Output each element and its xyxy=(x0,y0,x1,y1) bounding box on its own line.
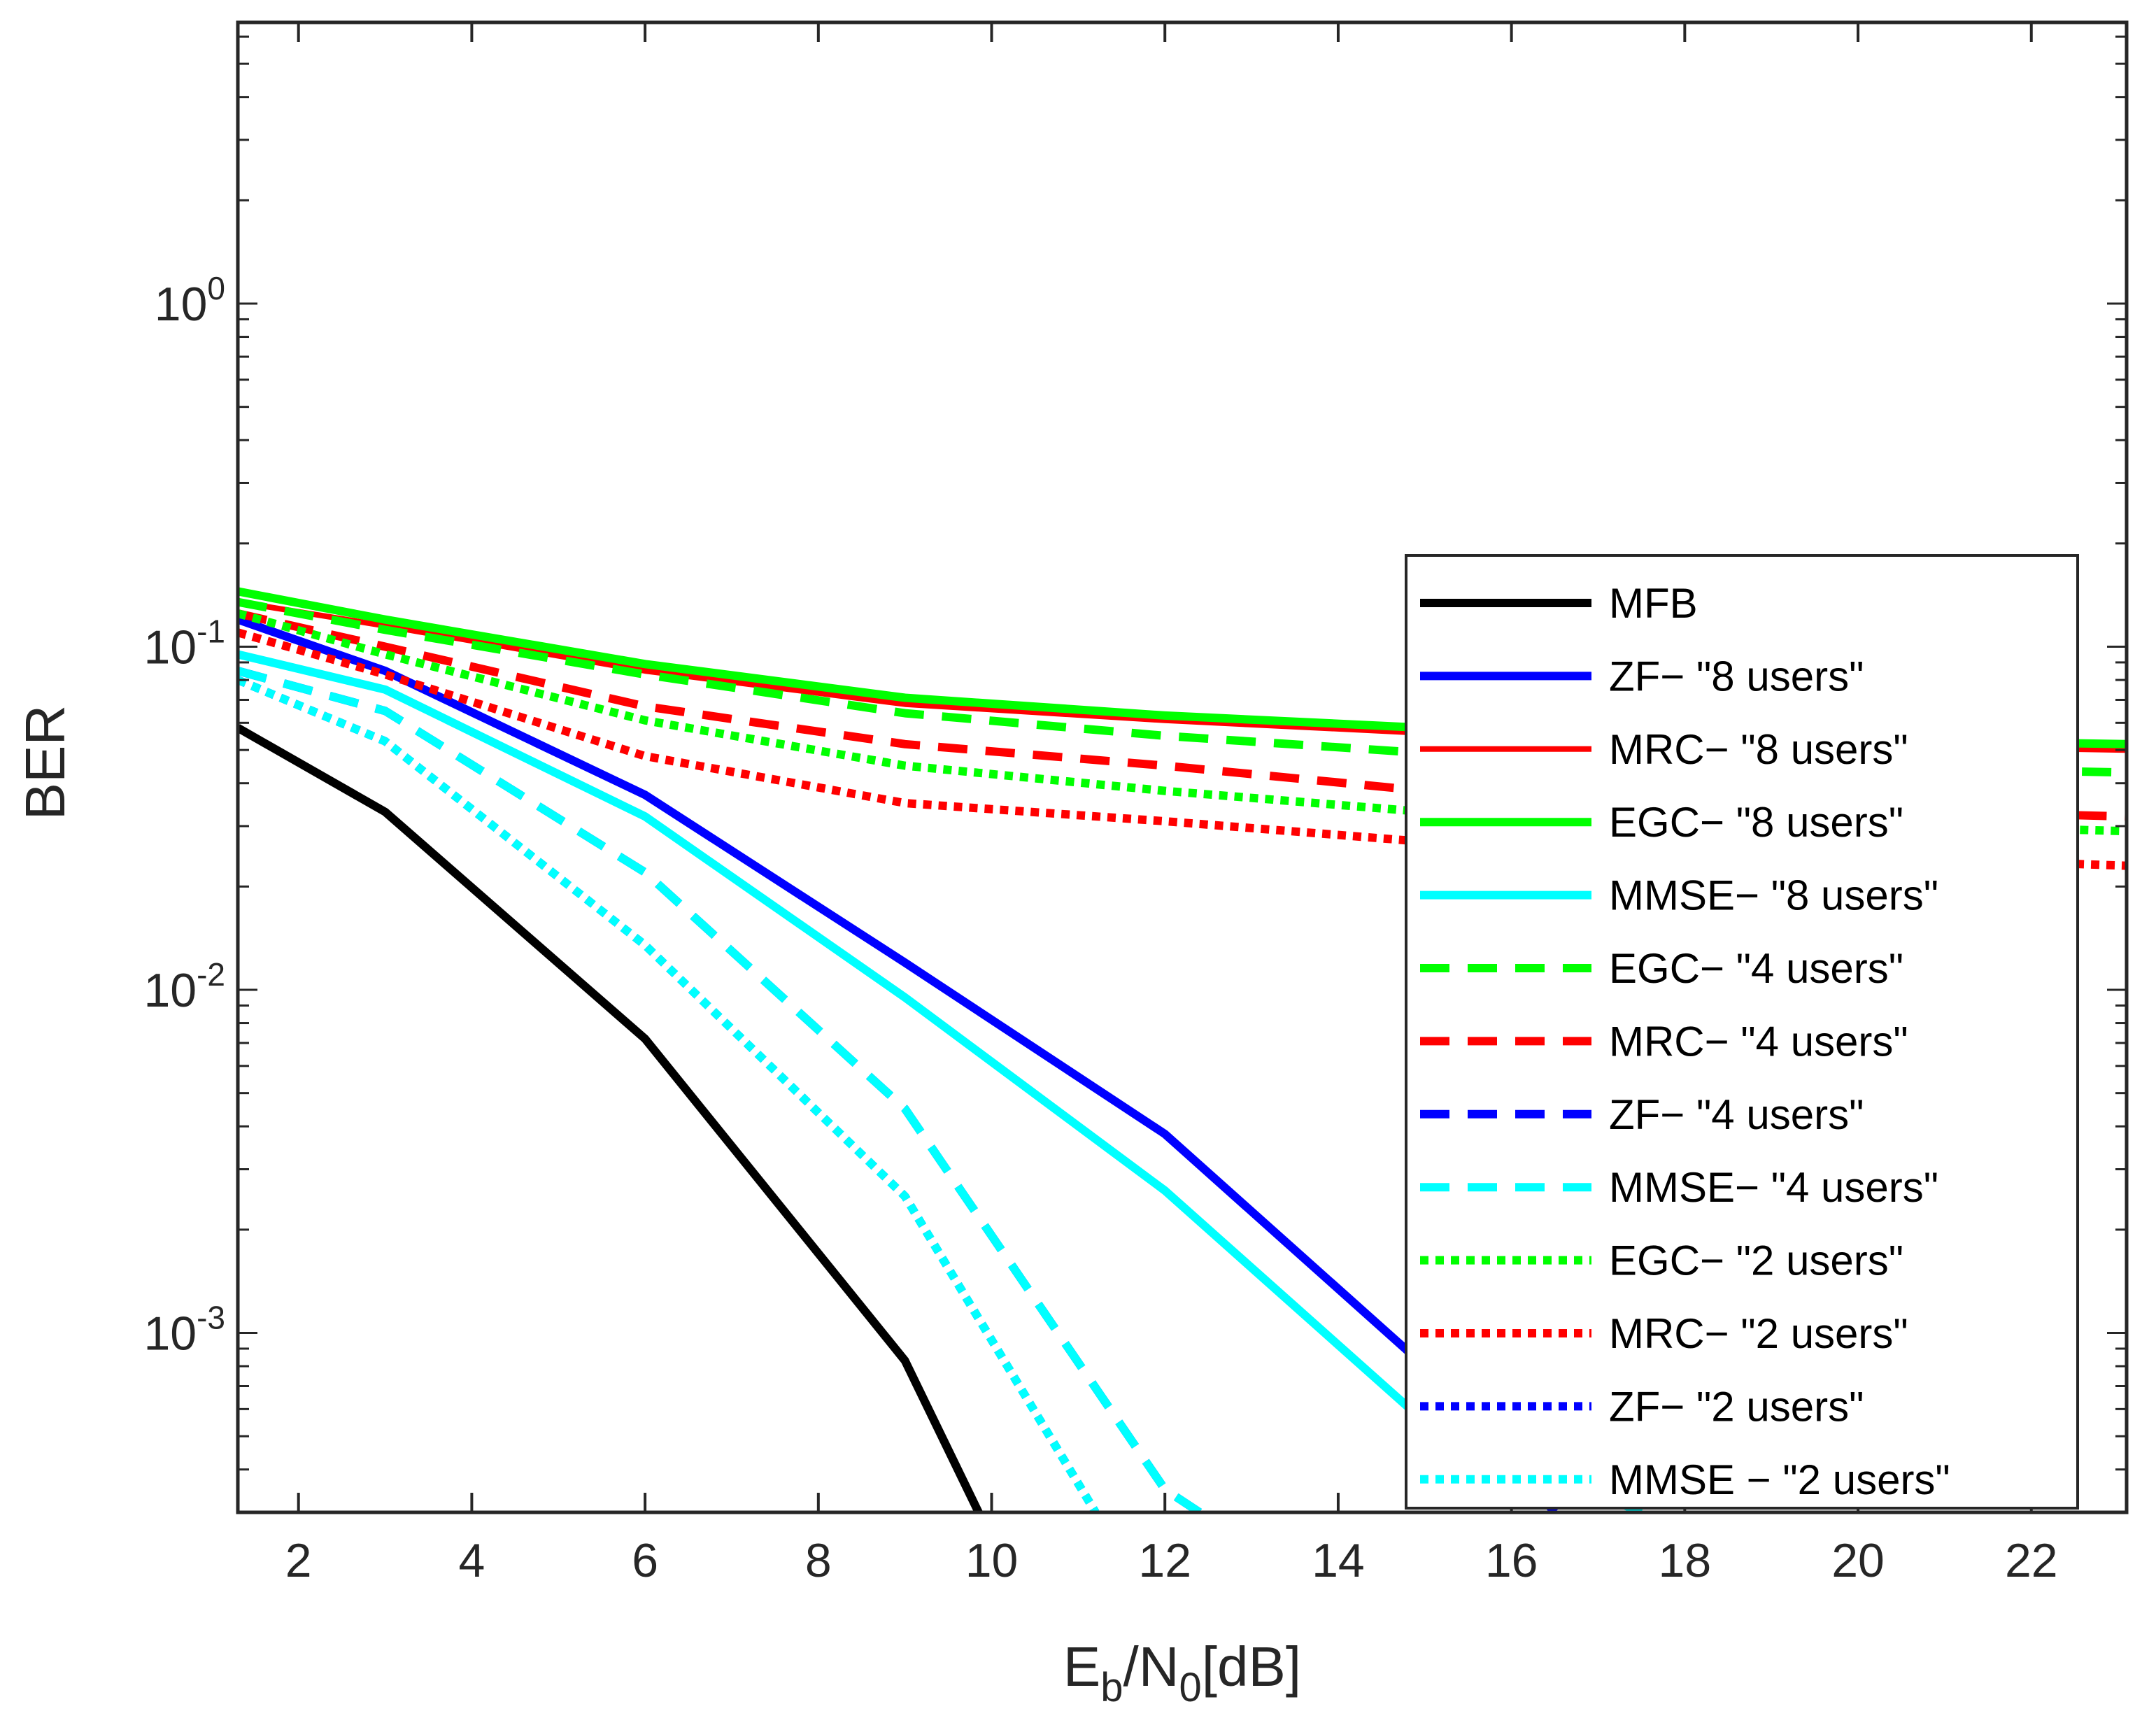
x-tick-label: 2 xyxy=(285,1534,312,1587)
tick-label-layer: 2 4 6 8 10 12 14 16 18 20 22 100 10-1 10-2 10-3 xyxy=(143,270,2057,1587)
legend-label-4: EGC− "8 users" xyxy=(1609,799,1903,846)
series-line-10 xyxy=(238,609,2127,836)
legend-label-8: ZF− "4 users" xyxy=(1609,1091,1864,1138)
x-axis-label: Eb/N0[dB] xyxy=(1063,1635,1301,1710)
legend-label-7: MRC− "4 users" xyxy=(1609,1018,1908,1065)
x-tick-label: 8 xyxy=(805,1534,832,1587)
x-tick-label: 18 xyxy=(1659,1534,1712,1587)
legend-label-6: EGC− "4 users" xyxy=(1609,945,1903,992)
x-label-sub2: 0 xyxy=(1179,1665,1202,1710)
x-label-main: E xyxy=(1063,1635,1100,1698)
legend-box xyxy=(1405,554,2079,1510)
y-axis-label: BER xyxy=(14,705,76,821)
legend-label-12: ZF− "2 users" xyxy=(1609,1383,1864,1430)
x-label-mid: /N xyxy=(1123,1635,1179,1698)
y-tick-label: 10-1 xyxy=(143,613,225,674)
legend-label-2: ZF− "8 users" xyxy=(1609,653,1864,700)
legend-label-13: MMSE − "2 users" xyxy=(1609,1456,1950,1503)
x-tick-label: 6 xyxy=(632,1534,658,1587)
y-tick-label: 100 xyxy=(155,270,225,331)
x-label-sub1: b xyxy=(1100,1665,1123,1710)
series-line-13 xyxy=(238,676,1100,1512)
legend-label-11: MRC− "2 users" xyxy=(1609,1310,1908,1357)
series-line-1 xyxy=(238,724,983,1512)
x-tick-label: 14 xyxy=(1312,1534,1365,1587)
x-tick-label: 20 xyxy=(1831,1534,1885,1587)
series-line-9 xyxy=(238,667,1203,1512)
x-tick-label: 4 xyxy=(458,1534,485,1587)
x-tick-label: 12 xyxy=(1138,1534,1191,1587)
axes-box xyxy=(236,20,2129,1514)
x-tick-label: 10 xyxy=(965,1534,1019,1587)
y-tick-label: 10-2 xyxy=(143,956,225,1017)
x-label-tail: [dB] xyxy=(1202,1635,1301,1698)
x-tick-label: 16 xyxy=(1485,1534,1538,1587)
legend-label-5: MMSE− "8 users" xyxy=(1609,872,1938,919)
ticks-layer xyxy=(238,22,2127,1514)
x-tick-label: 22 xyxy=(2005,1534,2058,1587)
y-tick-label: 10-3 xyxy=(143,1300,225,1361)
legend-label-1: MFB xyxy=(1609,580,1698,627)
legend-label-3: MRC− "8 users" xyxy=(1609,726,1908,773)
legend-label-9: MMSE− "4 users" xyxy=(1609,1164,1938,1211)
legend: MFB ZF− "8 users" MRC− "8 users" EGC− "8 us… xyxy=(1405,554,2079,1510)
legend-label-10: EGC− "2 users" xyxy=(1609,1237,1903,1284)
